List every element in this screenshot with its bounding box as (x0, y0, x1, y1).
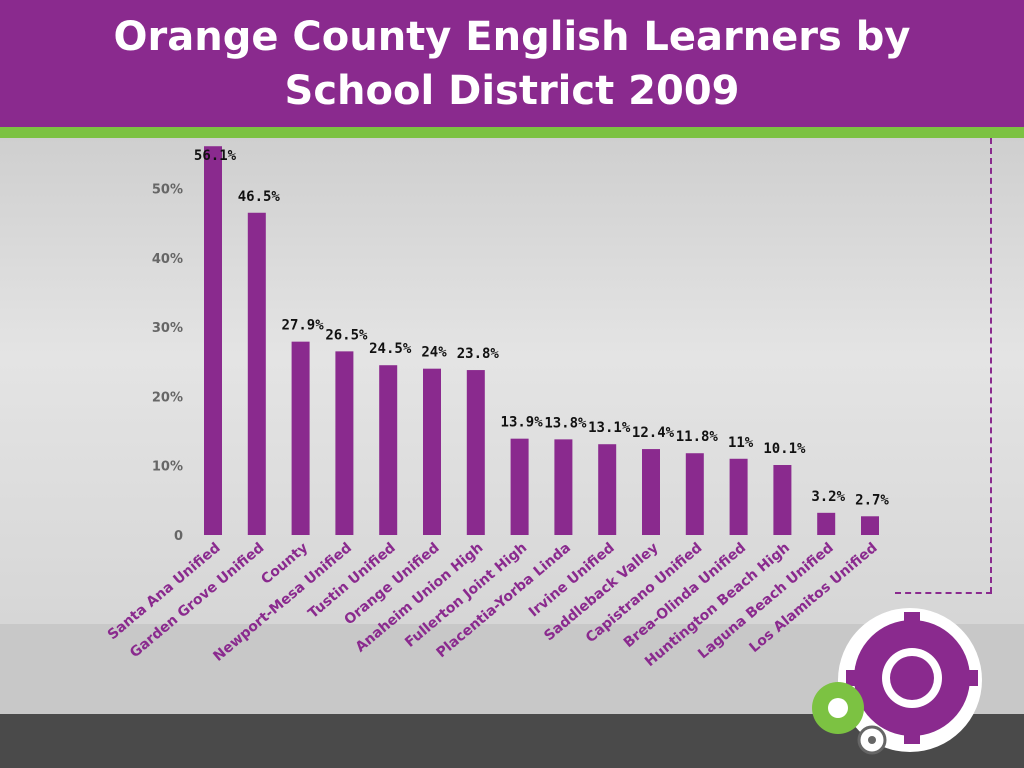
data-label: 46.5% (238, 189, 281, 205)
content-background (0, 138, 1024, 624)
data-label: 13.8% (544, 415, 587, 431)
y-tick-label: 40% (152, 252, 183, 267)
dashed-frame-right (990, 138, 992, 593)
y-tick-label: 10% (152, 460, 183, 475)
gears-logo-icon (812, 608, 982, 755)
y-tick-label: 30% (152, 321, 183, 336)
data-label: 3.2% (811, 489, 845, 505)
data-label: 13.9% (501, 415, 544, 431)
data-label: 12.4% (632, 425, 675, 441)
y-tick-label: 20% (152, 390, 183, 405)
bar (554, 439, 573, 535)
bar (291, 341, 310, 535)
data-label: 10.1% (763, 441, 806, 457)
bar (379, 365, 398, 535)
bar (685, 453, 704, 535)
bar (598, 444, 617, 535)
data-label: 2.7% (855, 492, 889, 508)
data-label: 24% (421, 345, 447, 361)
bar (423, 368, 441, 535)
title-banner (0, 0, 1024, 127)
data-label: 13.1% (588, 420, 631, 436)
data-label: 11.8% (676, 429, 719, 445)
bar (510, 438, 529, 535)
bar (335, 351, 354, 535)
data-label: 26.5% (325, 327, 368, 343)
dashed-frame-bottom (895, 592, 992, 594)
bar (247, 212, 266, 535)
data-label: 24.5% (369, 341, 412, 357)
data-label: 27.9% (282, 318, 325, 334)
data-label: 11% (728, 435, 754, 451)
green-stripe (0, 127, 1024, 138)
bar (817, 512, 836, 535)
data-label: 23.8% (457, 346, 500, 362)
bar (204, 146, 222, 536)
bar (466, 370, 485, 535)
bar (729, 458, 748, 535)
bar (773, 465, 792, 535)
y-tick-label: 0 (174, 529, 183, 544)
slide-title: Orange County English Learners by School… (113, 14, 911, 114)
bar-chart: 010%20%30%40%50%56.1%Santa Ana Unified46… (105, 146, 889, 670)
y-tick-label: 50% (152, 183, 183, 198)
bar (642, 449, 660, 535)
bar (861, 516, 879, 535)
data-label: 56.1% (194, 148, 237, 164)
